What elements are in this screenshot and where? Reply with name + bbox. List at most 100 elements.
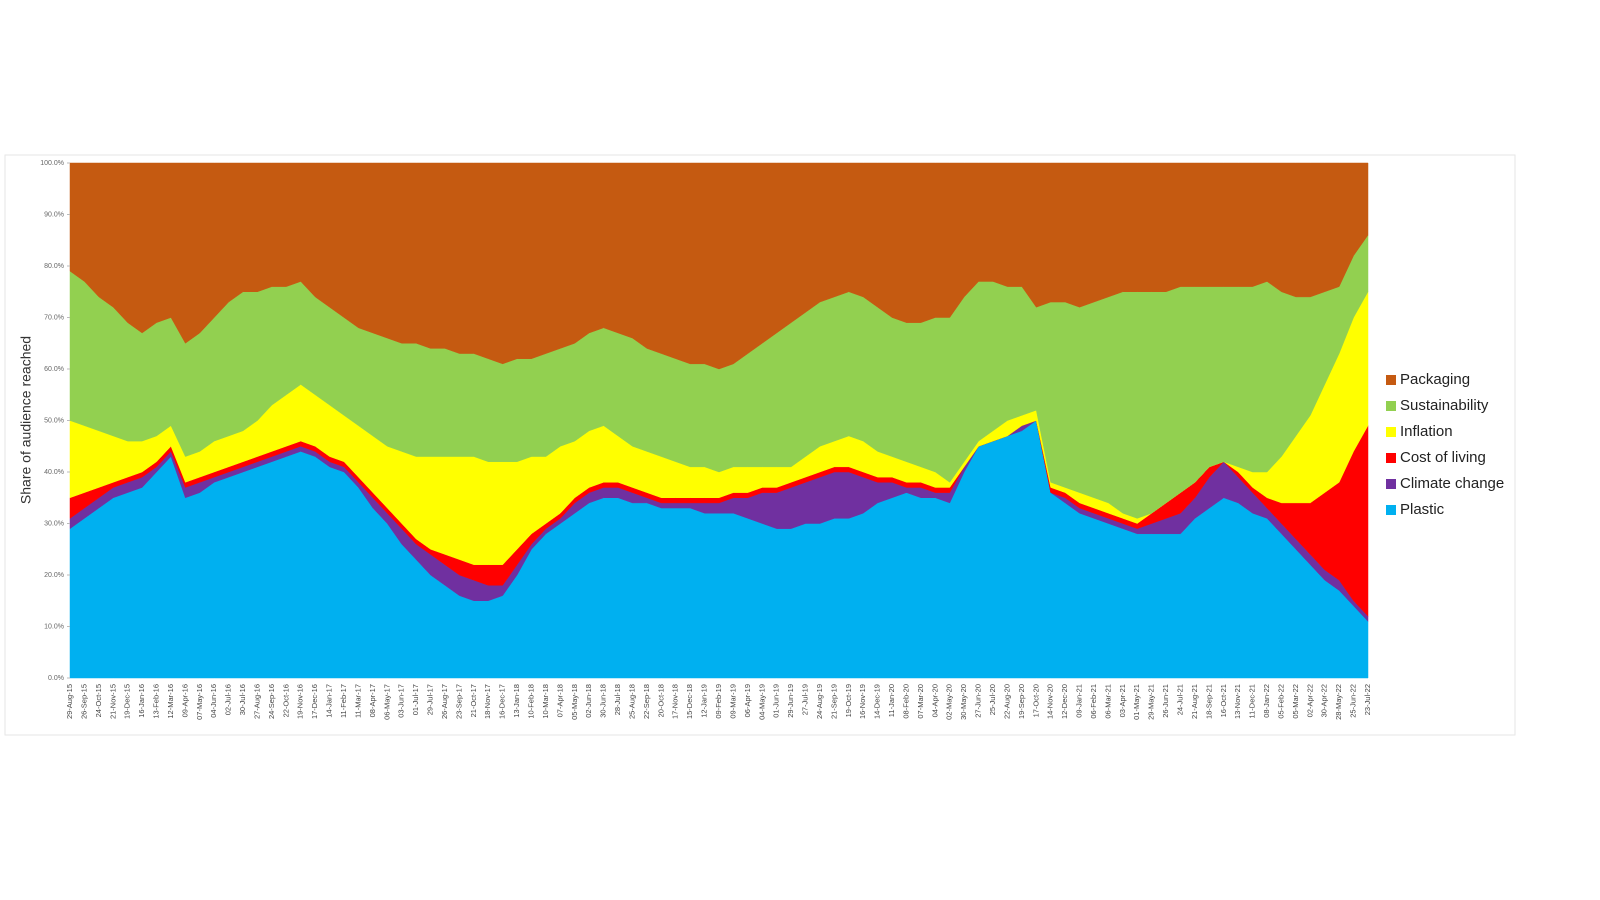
- y-tick-label: 0.0%: [48, 675, 64, 682]
- x-tick-label: 06-May-17: [382, 684, 391, 720]
- x-tick-label: 11-Dec-21: [1248, 684, 1257, 718]
- x-tick-label: 23-Jul-22: [1363, 684, 1372, 715]
- x-tick-label: 04-Jun-16: [209, 684, 218, 718]
- x-tick-label: 15-Dec-18: [685, 684, 694, 719]
- x-tick-label: 18-Nov-17: [483, 684, 492, 719]
- x-tick-label: 09-Feb-19: [714, 684, 723, 719]
- x-tick-label: 06-Feb-21: [1089, 684, 1098, 719]
- y-tick-label: 60.0%: [44, 366, 64, 373]
- y-tick-label: 80.0%: [44, 263, 64, 270]
- y-tick-label: 50.0%: [44, 417, 64, 424]
- x-tick-label: 16-Dec-17: [498, 684, 507, 719]
- legend-swatch: [1386, 401, 1396, 411]
- x-tick-label: 03-Jun-17: [397, 684, 406, 718]
- chart-frame: [4, 154, 1516, 736]
- y-tick-label: 10.0%: [44, 623, 64, 630]
- x-tick-label: 02-Jun-18: [584, 684, 593, 718]
- x-tick-label: 14-Jan-17: [325, 684, 334, 718]
- legend-label: Cost of living: [1400, 449, 1486, 466]
- x-tick-label: 25-Jun-22: [1349, 684, 1358, 718]
- x-tick-label: 07-Apr-18: [555, 684, 564, 717]
- x-tick-label: 20-Oct-18: [656, 684, 665, 717]
- legend-label: Packaging: [1400, 371, 1470, 388]
- legend-label: Climate change: [1400, 475, 1504, 492]
- x-tick-label: 26-Sep-15: [79, 684, 88, 719]
- x-tick-label: 24-Oct-15: [94, 684, 103, 717]
- x-tick-label: 26-Jun-21: [1161, 684, 1170, 718]
- y-tick-label: 70.0%: [44, 314, 64, 321]
- legend-label: Inflation: [1400, 423, 1453, 440]
- x-tick-label: 01-Jul-17: [411, 684, 420, 715]
- x-tick-label: 24-Jul-21: [1175, 684, 1184, 715]
- x-tick-label: 16-Nov-19: [858, 684, 867, 719]
- x-tick-label: 28-May-22: [1334, 684, 1343, 720]
- legend-swatch: [1386, 375, 1396, 385]
- x-tick-label: 21-Aug-21: [1190, 684, 1199, 719]
- x-tick-label: 02-May-20: [945, 684, 954, 720]
- x-tick-label: 21-Nov-15: [108, 684, 117, 719]
- x-tick-label: 27-Jul-19: [801, 684, 810, 715]
- x-tick-label: 25-Jul-20: [988, 684, 997, 715]
- x-tick-label: 02-Jul-16: [224, 684, 233, 715]
- x-tick-label: 19-Dec-15: [123, 684, 132, 719]
- x-tick-label: 06-Apr-19: [743, 684, 752, 717]
- x-tick-label: 27-Jun-20: [974, 684, 983, 718]
- y-tick-label: 20.0%: [44, 572, 64, 579]
- x-tick-label: 13-Nov-21: [1233, 684, 1242, 719]
- x-tick-label: 30-Jun-18: [599, 684, 608, 718]
- x-tick-label: 09-Jan-21: [1075, 684, 1084, 718]
- x-tick-label: 17-Dec-16: [310, 684, 319, 719]
- x-tick-label: 21-Sep-19: [829, 684, 838, 719]
- x-tick-label: 04-May-19: [757, 684, 766, 720]
- x-tick-label: 17-Oct-20: [1031, 684, 1040, 717]
- x-tick-label: 29-Jun-19: [786, 684, 795, 718]
- x-tick-label: 14-Dec-19: [873, 684, 882, 719]
- x-tick-label: 18-Sep-21: [1204, 684, 1213, 719]
- x-tick-label: 21-Oct-17: [469, 684, 478, 717]
- x-tick-label: 19-Oct-19: [844, 684, 853, 717]
- x-tick-label: 10-Mar-18: [541, 684, 550, 719]
- x-tick-label: 12-Dec-20: [1060, 684, 1069, 719]
- x-tick-label: 12-Mar-16: [166, 684, 175, 719]
- legend-swatch: [1386, 453, 1396, 463]
- x-tick-label: 27-Aug-16: [252, 684, 261, 719]
- x-tick-label: 16-Jan-16: [137, 684, 146, 718]
- x-tick-label: 13-Feb-16: [152, 684, 161, 719]
- x-tick-label: 05-Mar-22: [1291, 684, 1300, 719]
- x-tick-label: 03-Apr-21: [1118, 684, 1127, 717]
- x-tick-label: 01-Jun-19: [772, 684, 781, 718]
- legend-swatch: [1386, 427, 1396, 437]
- x-tick-label: 13-Jan-18: [512, 684, 521, 718]
- y-axis-label: Share of audience reached: [18, 336, 34, 504]
- x-tick-label: 08-Feb-20: [901, 684, 910, 719]
- x-tick-label: 23-Sep-17: [454, 684, 463, 719]
- x-tick-label: 22-Aug-20: [1002, 684, 1011, 719]
- x-tick-label: 11-Feb-17: [339, 684, 348, 718]
- x-tick-label: 29-Jul-17: [426, 684, 435, 715]
- x-tick-label: 17-Nov-18: [671, 684, 680, 719]
- x-tick-label: 11-Jan-20: [887, 684, 896, 717]
- x-tick-label: 19-Sep-20: [1017, 684, 1026, 719]
- x-tick-label: 14-Nov-20: [1046, 684, 1055, 719]
- x-tick-label: 06-Mar-21: [1103, 684, 1112, 719]
- y-tick-label: 30.0%: [44, 520, 64, 527]
- x-tick-label: 11-Mar-17: [353, 684, 362, 718]
- x-tick-label: 19-Nov-16: [296, 684, 305, 719]
- x-tick-label: 10-Feb-18: [526, 684, 535, 719]
- x-tick-label: 05-Feb-22: [1276, 684, 1285, 719]
- x-tick-label: 07-Mar-20: [916, 684, 925, 719]
- x-tick-label: 05-May-18: [570, 684, 579, 720]
- x-tick-label: 01-May-21: [1132, 684, 1141, 720]
- x-tick-label: 09-Mar-19: [728, 684, 737, 719]
- legend-label: Plastic: [1400, 501, 1445, 518]
- x-tick-label: 30-Jul-16: [238, 684, 247, 715]
- x-tick-label: 08-Jan-22: [1262, 684, 1271, 718]
- x-tick-label: 26-Aug-17: [440, 684, 449, 719]
- x-tick-label: 30-May-20: [959, 684, 968, 720]
- x-tick-label: 07-May-16: [195, 684, 204, 720]
- y-tick-label: 100.0%: [40, 160, 64, 167]
- legend-swatch: [1386, 505, 1396, 515]
- legend-swatch: [1386, 479, 1396, 489]
